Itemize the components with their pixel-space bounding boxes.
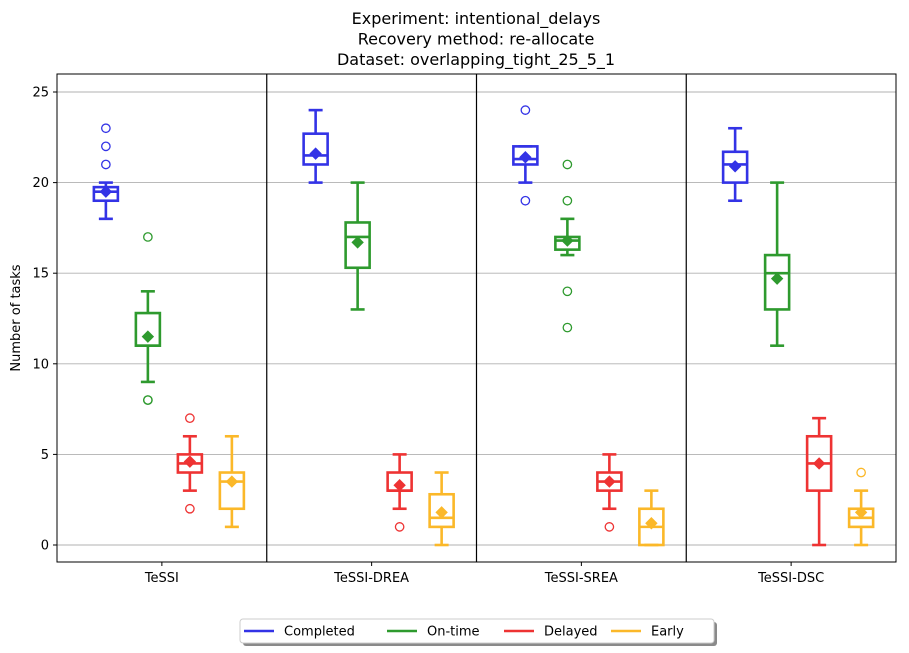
box-completed-tessi-dsc xyxy=(721,126,749,203)
box-iqr xyxy=(763,253,791,311)
outlier-point xyxy=(143,232,153,242)
x-tick-label: TeSSI-DSC xyxy=(757,571,824,586)
box-delayed-tessi-drea xyxy=(386,453,413,532)
mean-marker xyxy=(183,455,197,468)
y-axis-label: Number of tasks xyxy=(9,264,24,371)
outlier-point xyxy=(562,286,573,297)
box-iqr xyxy=(428,492,455,529)
box-early-tessi xyxy=(218,434,246,529)
outlier-point xyxy=(143,395,153,405)
mean-marker xyxy=(141,330,155,343)
x-tick-label: TeSSI-DREA xyxy=(333,571,409,586)
outlier-point xyxy=(520,105,531,115)
outlier-point xyxy=(562,159,573,170)
outlier-point xyxy=(185,503,195,514)
mean-marker xyxy=(393,478,406,492)
box-on-time-tessi-srea xyxy=(554,159,581,333)
legend-box xyxy=(239,618,715,644)
box-early-tessi-srea xyxy=(638,489,665,547)
y-axis: 0 5 10 15 20 25 xyxy=(32,86,57,554)
outlier-point xyxy=(562,322,573,333)
mean-marker xyxy=(309,147,322,160)
box-on-time-tessi-dsc xyxy=(763,181,791,347)
x-tick-label: TeSSI xyxy=(144,571,179,586)
x-axis: TeSSI TeSSI-DREA TeSSI-SREA TeSSI-DSC xyxy=(144,562,824,586)
outlier-point xyxy=(101,159,111,170)
box-early-tessi-drea xyxy=(428,471,455,547)
chart-title-line: Experiment: intentional_delays xyxy=(352,9,601,29)
box-completed-tessi-drea xyxy=(302,108,329,184)
mean-marker xyxy=(99,185,113,198)
outlier-point xyxy=(394,522,405,532)
box-plots xyxy=(92,105,875,547)
y-tick-label: 5 xyxy=(41,448,49,463)
mean-marker xyxy=(645,517,658,530)
box-on-time-tessi xyxy=(134,232,162,405)
box-delayed-tessi-srea xyxy=(596,453,623,532)
box-early-tessi-dsc xyxy=(847,467,875,547)
legend-label: On-time xyxy=(427,625,480,640)
mean-marker xyxy=(225,475,239,488)
legend: Completed On-time Delayed Early xyxy=(239,618,717,646)
y-tick-label: 20 xyxy=(32,176,49,191)
mean-marker xyxy=(854,506,868,519)
mean-marker xyxy=(728,160,742,173)
legend-label: Early xyxy=(651,625,684,640)
y-tick-label: 15 xyxy=(32,267,49,282)
box-iqr xyxy=(721,150,749,184)
outlier-point xyxy=(520,195,531,206)
y-tick-label: 25 xyxy=(32,86,49,101)
mean-marker xyxy=(770,272,784,285)
chart-title-line: Dataset: overlapping_tight_25_5_1 xyxy=(337,50,615,70)
legend-label: Delayed xyxy=(544,625,598,640)
outlier-point xyxy=(101,141,111,152)
mean-marker xyxy=(603,475,616,488)
box-completed-tessi xyxy=(92,123,120,221)
outlier-point xyxy=(562,195,573,206)
mean-marker xyxy=(519,151,532,164)
y-tick-label: 10 xyxy=(32,357,49,372)
plot-area-frame xyxy=(56,73,897,563)
box-iqr xyxy=(344,221,371,270)
mean-marker xyxy=(351,236,364,249)
box-delayed-tessi-dsc xyxy=(805,416,833,547)
box-delayed-tessi xyxy=(176,413,204,514)
chart-title-line: Recovery method: re-allocate xyxy=(358,30,595,49)
mean-marker xyxy=(812,457,826,470)
box-iqr xyxy=(218,471,246,511)
outlier-point xyxy=(604,522,615,532)
y-tick-label: 0 xyxy=(41,539,49,554)
legend-label: Completed xyxy=(284,625,355,640)
group-separators xyxy=(266,74,687,562)
x-tick-label: TeSSI-SREA xyxy=(544,571,618,586)
outlier-point xyxy=(101,123,111,134)
box-on-time-tessi-drea xyxy=(344,181,371,311)
box-iqr xyxy=(512,145,539,166)
box-iqr xyxy=(302,132,329,166)
outlier-point xyxy=(185,413,195,424)
outlier-point xyxy=(856,467,866,478)
mean-marker xyxy=(561,234,574,247)
mean-marker xyxy=(435,506,448,519)
box-completed-tessi-srea xyxy=(512,105,539,206)
